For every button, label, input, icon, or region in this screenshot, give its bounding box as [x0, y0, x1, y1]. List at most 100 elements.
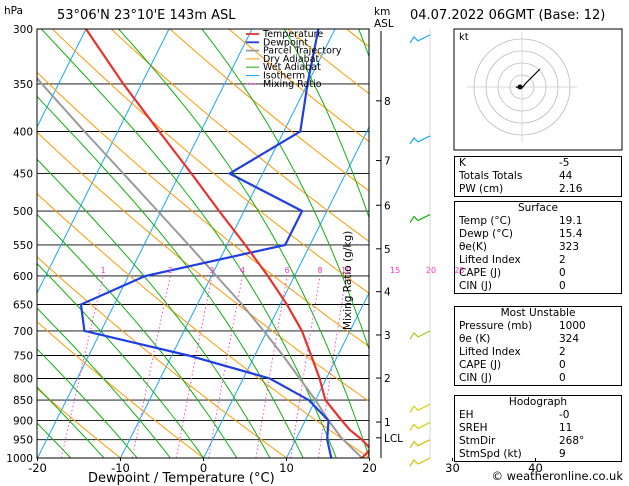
location-header: 53°06'N 23°10'E 143m ASL — [57, 8, 236, 23]
temperature-tick-label: 10 — [279, 461, 294, 475]
mixing-ratio-line — [409, 276, 431, 458]
pressure-tick-label: 900 — [13, 415, 33, 427]
legend-label: Wet Adiabat — [263, 62, 321, 73]
mixing-ratio-label: 8 — [317, 266, 322, 275]
indices-table: K -5 Totals Totals 44 PW (cm) 2.16 — [454, 156, 622, 197]
km-tick-label: 1 — [384, 417, 391, 429]
isotherm-line — [120, 29, 336, 458]
y-axis-unit: hPa — [4, 5, 23, 17]
date-header: 04.07.2022 06GMT (Base: 12) — [410, 8, 606, 23]
surface-row: Temp (°C) 19.1 — [459, 215, 583, 227]
x-axis-label: Dewpoint / Temperature (°C) — [88, 471, 275, 486]
legend-label: Isotherm — [263, 71, 305, 82]
dry-adiabat-line — [37, 193, 369, 458]
mixing-ratio-label: 20 — [426, 266, 436, 275]
wind-barb-icon — [409, 421, 431, 431]
legend-label: Dry Adiabat — [263, 54, 320, 65]
hodograph-kt-label: kt — [459, 32, 469, 43]
wind-barb-icon — [409, 330, 431, 340]
legend-label: Dewpoint — [263, 37, 308, 48]
pressure-tick-label: 650 — [13, 300, 33, 312]
wet-adiabat-line — [37, 158, 271, 458]
mixing-ratio-line — [175, 275, 213, 458]
surface-row: Lifted Index 2 — [459, 254, 566, 266]
mixing-ratio-label: 25 — [454, 266, 464, 275]
dry-adiabat-line — [37, 256, 287, 458]
mixing-ratio-label: 15 — [390, 266, 400, 275]
km-tick-label: 5 — [384, 244, 391, 256]
index-row-totals: Totals Totals 44 — [459, 170, 573, 182]
mixing-ratio-line — [208, 275, 243, 458]
hodograph-panel — [453, 28, 623, 151]
mixing-ratio-line — [255, 275, 288, 458]
hodo-row: SREH 11 — [459, 422, 573, 434]
temperature-tick-label: 0 — [200, 461, 207, 475]
mixing-ratio-line — [318, 275, 347, 458]
wet-adiabat-line — [37, 422, 72, 458]
km-tick-label: 3 — [384, 330, 391, 342]
wet-adiabat-line — [37, 262, 204, 458]
dry-adiabat-line — [37, 387, 121, 458]
wet-adiabat-line — [37, 386, 105, 458]
wind-barb-icon — [409, 214, 431, 223]
mixing-ratio-line — [131, 275, 171, 458]
footer-credit: © weatheronline.co.uk — [491, 469, 623, 483]
temperature-tick-label: -10 — [111, 461, 130, 475]
pressure-tick-label: 300 — [13, 24, 33, 36]
surface-row: CAPE (J) 0 — [459, 267, 566, 279]
wet-adiabat-line — [358, 29, 369, 58]
isotherm-line — [37, 29, 170, 295]
pressure-tick-label: 500 — [13, 206, 33, 218]
km-tick-label: 6 — [384, 200, 391, 212]
km-tick-label: 8 — [384, 96, 391, 108]
dry-adiabat-line — [110, 29, 369, 243]
temperature-tick-label: 20 — [362, 461, 377, 475]
mu-row: CIN (J) 0 — [459, 372, 566, 384]
mixing-ratio-line — [371, 276, 396, 458]
hodograph-table: Hodograph EH -0 SREH 11 StmDir 268° StmSpd … — [454, 395, 622, 462]
pressure-tick-label: 700 — [13, 326, 33, 338]
pressure-tick-label: 550 — [13, 240, 33, 252]
mixing-ratio-label: 1 — [101, 266, 106, 275]
pressure-tick-label: 750 — [13, 350, 33, 362]
surface-title: Surface — [517, 202, 558, 214]
index-row-pw: PW (cm) 2.16 — [459, 183, 583, 195]
wet-adiabat-line — [41, 29, 337, 458]
pressure-tick-label: 800 — [13, 373, 33, 385]
wind-barb-icon — [409, 135, 431, 145]
mixing-ratio-line — [290, 275, 321, 458]
km-tick-label: 7 — [384, 156, 391, 168]
mu-row: Pressure (mb) 1000 — [459, 320, 586, 332]
mu-row: θe (K) 324 — [459, 333, 580, 345]
wet-adiabat-line — [201, 29, 369, 351]
parcel-trajectory-line — [37, 76, 363, 458]
temperature-line — [85, 29, 369, 458]
legend-label: Mixing Ratio — [263, 79, 322, 90]
mu-row: Lifted Index 2 — [459, 346, 566, 358]
isotherm-line — [0, 29, 3, 458]
hodo-row: StmDir 268° — [459, 435, 585, 447]
surface-row: θe(K) 323 — [459, 241, 580, 253]
most-unstable-table: Most Unstable Pressure (mb) 1000 θe (K) 32… — [454, 306, 622, 386]
surface-row: Dewp (°C) 15.4 — [459, 228, 583, 240]
storm-motion-marker — [517, 84, 523, 90]
mixing-ratio-line — [60, 275, 104, 458]
mixing-ratio-label: 10 — [341, 266, 351, 275]
isotherm-line — [203, 125, 369, 458]
wet-adiabat-line — [37, 307, 171, 458]
mixing-ratio-label: 3 — [209, 266, 214, 275]
km-tick-label: 4 — [384, 287, 391, 299]
pressure-tick-label: 600 — [13, 271, 33, 283]
isotherm-line — [37, 29, 87, 129]
wet-adiabat-line — [37, 213, 238, 458]
most-unstable-title: Most Unstable — [500, 307, 576, 319]
temperature-tick-label: 30 — [445, 461, 460, 475]
legend-label: Temperature — [262, 29, 323, 40]
wind-barb-icon — [409, 439, 431, 449]
wet-adiabat-line — [118, 29, 369, 458]
pressure-tick-label: 450 — [13, 168, 33, 180]
temperature-tick-label: -20 — [28, 461, 47, 475]
dry-adiabat-line — [37, 71, 369, 348]
surface-row: CIN (J) 0 — [459, 280, 566, 292]
